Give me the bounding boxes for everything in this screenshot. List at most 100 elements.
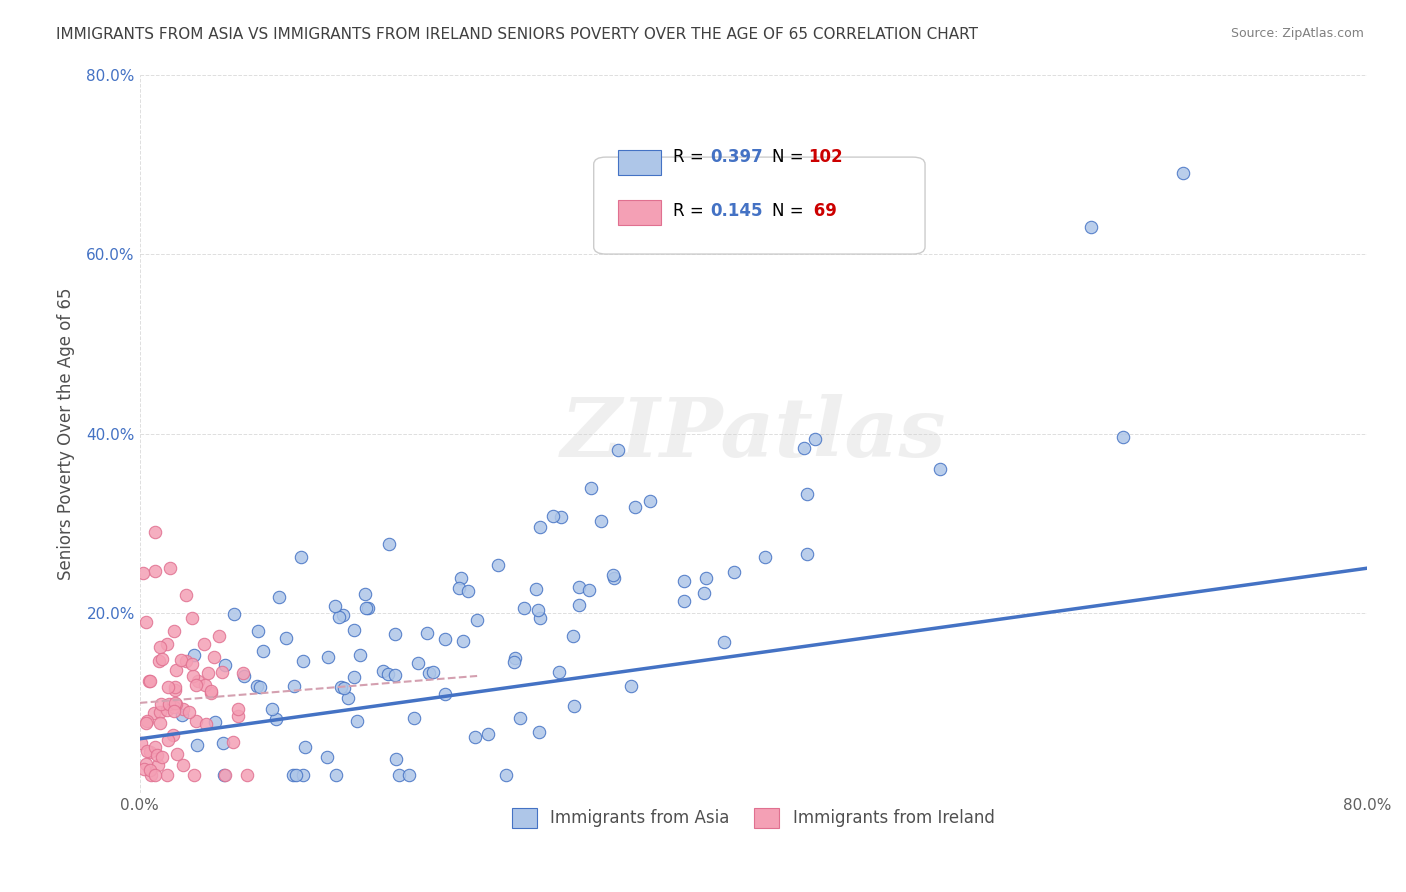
Point <box>579 481 602 495</box>
Point <box>541 509 564 524</box>
Point <box>181 610 204 624</box>
Point <box>135 615 157 629</box>
Point <box>568 580 591 594</box>
Point <box>136 714 159 728</box>
Point <box>163 624 186 638</box>
Point <box>529 520 551 534</box>
Point <box>157 698 180 712</box>
Point <box>796 487 818 501</box>
Point <box>156 681 179 695</box>
Point <box>527 603 550 617</box>
Point <box>291 654 314 668</box>
Point <box>343 624 366 638</box>
Point <box>174 654 197 668</box>
Point <box>562 698 585 713</box>
Point <box>172 758 194 772</box>
Point <box>404 711 426 725</box>
Point <box>129 736 152 750</box>
Point <box>202 650 225 665</box>
Point <box>143 767 166 781</box>
Point <box>513 600 536 615</box>
Text: N =: N = <box>772 148 808 166</box>
Point <box>450 571 472 585</box>
Point <box>607 442 630 457</box>
Point <box>208 629 231 643</box>
Point <box>408 656 430 670</box>
Point <box>163 696 186 710</box>
Point <box>281 767 304 781</box>
Point <box>156 703 179 717</box>
Point <box>200 684 222 698</box>
Point <box>695 571 717 585</box>
Point <box>146 757 169 772</box>
Point <box>165 697 187 711</box>
Point <box>503 651 526 665</box>
Point <box>274 631 297 645</box>
Point <box>550 509 572 524</box>
Y-axis label: Seniors Poverty Over the Age of 65: Seniors Poverty Over the Age of 65 <box>58 287 75 580</box>
Point <box>150 749 173 764</box>
Point <box>529 725 551 739</box>
Point <box>624 500 647 514</box>
Point <box>222 735 245 749</box>
Point <box>163 704 186 718</box>
Point <box>591 514 613 528</box>
Point <box>166 747 188 761</box>
Text: 0.145: 0.145 <box>710 202 763 220</box>
Point <box>139 767 162 781</box>
Point <box>143 564 166 578</box>
Point <box>495 767 517 781</box>
Point <box>477 726 499 740</box>
Point <box>143 525 166 540</box>
Point <box>433 687 456 701</box>
Text: Source: ZipAtlas.com: Source: ZipAtlas.com <box>1230 27 1364 40</box>
Point <box>181 669 204 683</box>
Point <box>143 740 166 755</box>
Point <box>354 601 377 615</box>
Point <box>211 665 233 679</box>
Point <box>529 611 551 625</box>
Point <box>602 567 624 582</box>
Text: ZIPatlas: ZIPatlas <box>561 393 946 474</box>
Point <box>620 679 643 693</box>
Point <box>149 640 172 654</box>
Point <box>211 736 233 750</box>
Point <box>187 674 209 689</box>
Point <box>170 708 193 723</box>
Text: R =: R = <box>673 202 710 220</box>
Text: R =: R = <box>673 148 710 166</box>
Point <box>332 681 354 695</box>
Point <box>929 461 952 475</box>
Point <box>316 749 339 764</box>
Point <box>1112 430 1135 444</box>
Point <box>354 587 377 601</box>
Text: 69: 69 <box>808 202 838 220</box>
Point <box>132 762 155 776</box>
Point <box>672 574 695 589</box>
Point <box>385 752 408 766</box>
Point <box>194 678 217 692</box>
Point <box>457 584 479 599</box>
Point <box>796 547 818 561</box>
Point <box>156 637 179 651</box>
Point <box>488 558 510 572</box>
Point <box>357 601 380 615</box>
Point <box>159 561 181 575</box>
Point <box>149 715 172 730</box>
Point <box>138 673 160 688</box>
Point <box>692 586 714 600</box>
Point <box>502 655 524 669</box>
Point <box>132 566 155 581</box>
Point <box>249 680 271 694</box>
Point <box>174 588 197 602</box>
Point <box>145 748 167 763</box>
Point <box>384 668 406 682</box>
Text: 102: 102 <box>808 148 844 166</box>
Point <box>754 550 776 565</box>
Point <box>378 537 401 551</box>
Point <box>328 610 350 624</box>
Point <box>139 745 162 759</box>
Point <box>672 594 695 608</box>
Point <box>139 674 162 689</box>
Point <box>343 670 366 684</box>
